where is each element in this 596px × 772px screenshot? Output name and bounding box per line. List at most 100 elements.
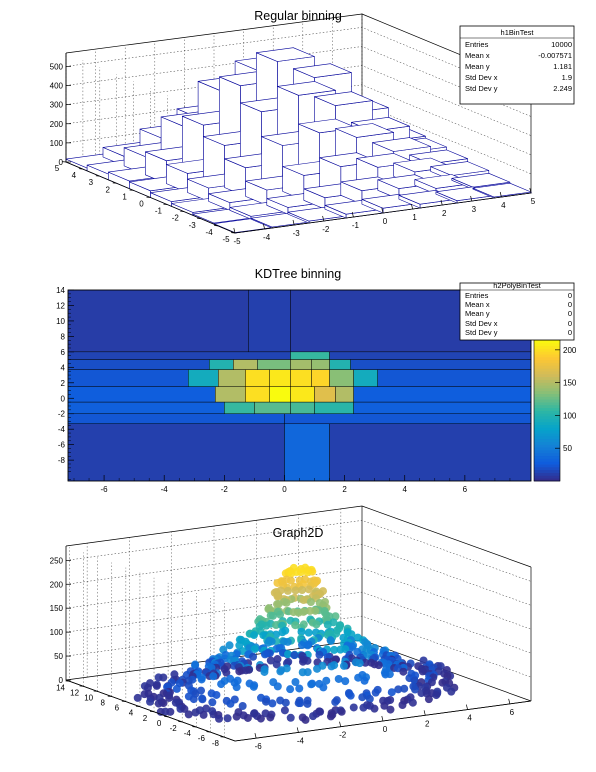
- graph2d-point: [327, 662, 336, 671]
- lego-title: Regular binning: [254, 9, 342, 23]
- palette-swatch: [534, 354, 560, 358]
- graph2d-point: [304, 585, 313, 594]
- x-tick: [499, 191, 502, 198]
- lego-bar-top: [372, 137, 431, 152]
- y-tick-label: 2: [143, 714, 148, 723]
- graph2d-point: [273, 682, 282, 691]
- palette-tick-label: 150: [563, 379, 577, 388]
- graph2d-point: [322, 676, 331, 685]
- palette-swatch: [534, 413, 560, 417]
- graph2d-point: [281, 698, 290, 707]
- graph2d-point: [266, 713, 275, 722]
- x-tick-label: 0: [383, 217, 388, 226]
- graph2d-point: [309, 712, 318, 721]
- graph2d-point: [301, 715, 310, 724]
- heatmap-palette: 50 100 150 200: [533, 339, 577, 482]
- y-tick-label: 2: [61, 379, 66, 388]
- palette-swatch: [534, 416, 560, 420]
- heatmap-cell: [353, 369, 378, 387]
- graph2d-point: [374, 661, 383, 670]
- graph2d-point: [272, 660, 281, 669]
- heatmap-cell: [290, 351, 330, 360]
- graph2d-point: [243, 713, 252, 722]
- heatmap-cell: [329, 351, 532, 360]
- heatmap-cell: [257, 359, 291, 370]
- graph2d-point: [222, 668, 231, 677]
- z-tick-label: 500: [50, 62, 64, 71]
- graph2d-point: [399, 667, 408, 676]
- lego-bar-top: [255, 47, 315, 62]
- y-tick-label: -6: [198, 734, 206, 743]
- graph2d-point: [260, 650, 269, 659]
- heatmap-cell: [67, 289, 249, 353]
- x-tick-label: 0: [383, 725, 388, 734]
- x-tick: [254, 733, 257, 739]
- graph2d-point: [262, 621, 271, 630]
- x-tick: [263, 223, 265, 230]
- graph2d-point: [298, 668, 307, 677]
- graph2d-point: [424, 695, 433, 704]
- graph2d-point: [334, 674, 343, 683]
- stats-value: -0.007571: [538, 51, 572, 60]
- palette-swatch: [534, 368, 560, 372]
- palette-swatch: [534, 452, 560, 457]
- heatmap-cell: [254, 401, 291, 414]
- palette-swatch: [534, 379, 560, 383]
- y-tick-label: -4: [58, 425, 66, 434]
- stats-name: h2PolyBinTest: [493, 281, 541, 290]
- heatmap-cell: [290, 359, 312, 370]
- heatmap-cell: [377, 369, 532, 387]
- graph2d-point: [296, 568, 305, 577]
- graph2d-ticks: 050100150200250-8-6-4-202468101214-6-4-2…: [50, 546, 532, 751]
- palette-swatch: [534, 365, 560, 369]
- x-tick-label: 4: [403, 485, 408, 494]
- y-tick-label: 5: [55, 164, 60, 173]
- y-tick-label: 1: [122, 192, 127, 201]
- palette-swatch: [534, 444, 560, 448]
- heatmap-cell: [67, 413, 285, 425]
- y-tick-label: -6: [58, 441, 66, 450]
- palette-swatch: [534, 396, 560, 400]
- graph2d-point: [226, 699, 235, 708]
- heatmap-cell: [329, 423, 532, 482]
- heatmap-panel: KDTree binning -6 -4 -2 0 2 4 6 -8 -6 -4 -2 0 2 4 6 8 10…: [56, 267, 577, 494]
- y-tick-label: -2: [170, 724, 178, 733]
- palette-swatch: [534, 345, 560, 349]
- x-tick-label: 6: [463, 485, 468, 494]
- graph2d-point: [360, 676, 369, 685]
- graph2d-point: [266, 656, 275, 665]
- y-tick-label: -8: [212, 739, 220, 748]
- graph2d-point: [381, 670, 390, 679]
- heatmap-cell: [218, 369, 246, 387]
- graph2d-point: [326, 636, 335, 645]
- palette-tick-label: 50: [563, 444, 572, 453]
- heatmap-cell: [284, 413, 532, 425]
- y-tick-label: 8: [101, 699, 106, 708]
- y-tick-label: 10: [56, 317, 65, 326]
- z-tick-label: 100: [50, 139, 64, 148]
- graph2d-point: [143, 683, 152, 692]
- palette-swatch: [534, 433, 560, 437]
- graph2d-point: [323, 620, 332, 629]
- graph2d-point: [313, 664, 322, 673]
- heatmap-cell: [245, 369, 270, 387]
- x-tick-label: 5: [531, 197, 536, 206]
- graph2d-panel: Graph2D 050100150200250-8-6-4-2024681012…: [50, 505, 532, 751]
- graph2d-point: [172, 684, 181, 693]
- graph2d-point: [273, 592, 282, 601]
- heatmap-cell: [284, 423, 330, 482]
- graph2d-points: [133, 563, 459, 724]
- graph2d-point: [268, 699, 277, 708]
- x-tick-label: 3: [472, 205, 477, 214]
- stats-value: 0: [568, 328, 572, 337]
- y-tick-label: -1: [155, 207, 163, 216]
- palette-swatch: [534, 390, 560, 394]
- z-tick-label: 250: [50, 556, 64, 565]
- y-tick-label: 4: [61, 363, 66, 372]
- lego-stats-box: h1BinTest Entries 10000 Mean x -0.007571…: [459, 25, 575, 105]
- palette-swatch: [534, 410, 560, 414]
- palette-tick-label: 200: [563, 346, 577, 355]
- graph2d-point: [268, 611, 277, 620]
- y-axis: [65, 679, 236, 742]
- graph2d-point: [283, 586, 292, 595]
